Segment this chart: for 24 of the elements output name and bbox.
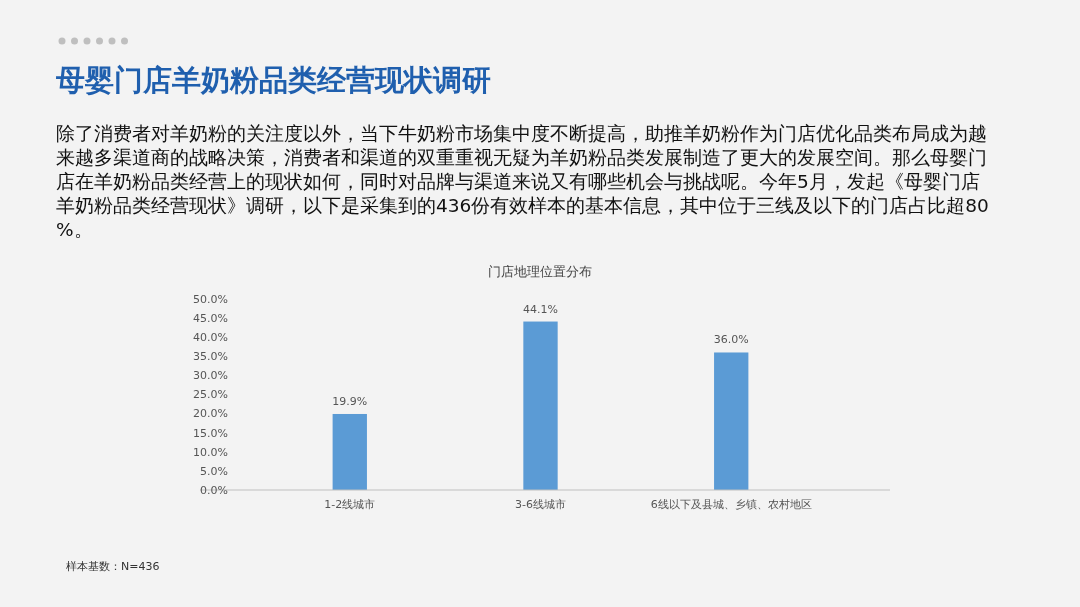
y-tick-label: 50.0% xyxy=(193,292,228,306)
y-tick-label: 40.0% xyxy=(193,331,228,345)
data-label: 19.9% xyxy=(332,394,368,408)
y-tick-label: 15.0% xyxy=(193,426,228,440)
text: 除了消费者对羊奶粉的关注度以外，当下牛奶粉市场集中度不断提高，助推羊奶粉作为门店优化品类布局成为越来越多渠道商的战略决策，消费者和渠道的双重重视无疑为羊奶粉品类发展制造了更大的发展空间。那么母婴门店在羊奶粉品类经营上的现状如何，同时对品牌与渠道来说又有哪些机会与挑战呢。今年5月，发起《母婴门店羊奶粉品类经营现状》调研，以下是采集到的436份有效样本的基本信息，其中位于三线及以下的门店占比超80%。 xyxy=(56,123,989,240)
chart-title: 母婴门店羊奶粉品类经营现状调研 xyxy=(55,63,491,97)
y-tick-label: 25.0% xyxy=(193,388,228,402)
text: 样本基数：N=436 xyxy=(66,560,160,573)
x-tick-label: 1-2线城市 xyxy=(324,498,376,511)
y-tick-label: 35.0% xyxy=(193,350,228,364)
x-tick-label: 3-6线城市 xyxy=(515,498,566,511)
bar xyxy=(523,321,558,490)
y-tick-label: 30.0% xyxy=(193,369,228,383)
y-tick-label: 45.0% xyxy=(193,311,228,325)
y-tick-label: 5.0% xyxy=(200,464,228,478)
data-label: 36.0% xyxy=(713,333,749,347)
y-tick-label: 0.0% xyxy=(200,483,228,497)
y-tick-label: 20.0% xyxy=(193,407,228,421)
x-tick-label: 6线以下及县城、乡镇、农村地区 xyxy=(650,498,812,511)
chart-subtitle: 门店地理位置分布 xyxy=(488,264,592,279)
data-label: 44.1% xyxy=(523,302,558,316)
bar xyxy=(714,352,749,490)
y-tick-label: 10.0% xyxy=(193,445,228,459)
bar xyxy=(332,413,367,490)
